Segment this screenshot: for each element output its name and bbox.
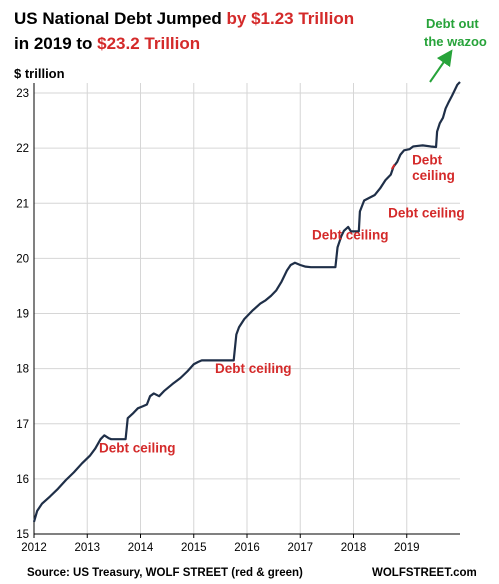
y-tick-label: 21 (16, 198, 29, 210)
y-tick-label: 15 (16, 529, 29, 541)
x-tick-label: 2014 (128, 542, 154, 554)
x-tick-label: 2016 (234, 542, 260, 554)
series-layer (32, 81, 461, 523)
x-tick-label: 2019 (394, 542, 420, 554)
debt-ceiling-annotation: Debt ceiling (99, 440, 176, 455)
brand-label: WOLFSTREET.com (372, 567, 477, 579)
debt-ceiling-annotation: Debt ceiling (215, 361, 292, 376)
source-note: Source: US Treasury, WOLF STREET (red & … (27, 567, 303, 579)
title-line-1-black: US National Debt Jumped (14, 9, 227, 28)
debt-ceiling-annotation: ceiling (412, 168, 455, 183)
green-arrow (429, 49, 453, 83)
debt-ceiling-annotation: Debt ceiling (312, 228, 389, 243)
y-tick-label: 19 (16, 309, 29, 321)
debt-series-line (32, 81, 461, 523)
green-note-line-2: the wazoo (424, 34, 487, 49)
axis-layer: 15 16 17 18 19 20 21 22 23 2012 2013 2014 2015 2016 20… (16, 83, 460, 554)
debt-ceiling-annotation: Debt (412, 153, 443, 168)
annotation-layer: Debt ceiling Debt ceiling Debt ceiling Debt… (99, 153, 465, 456)
x-tick-label: 2015 (181, 542, 207, 554)
y-tick-label: 22 (16, 143, 29, 155)
y-tick-label: 18 (16, 364, 29, 376)
green-note-line-1: Debt out (426, 16, 479, 31)
grid-layer (33, 83, 460, 535)
y-tick-label: 20 (16, 253, 29, 265)
chart-title-line-1: US National Debt Jumped by $1.23 Trillio… (14, 9, 354, 28)
y-axis-label: $ trillion (14, 66, 65, 81)
x-tick-label: 2018 (341, 542, 367, 554)
title-line-2-red: $23.2 Trillion (97, 34, 200, 53)
title-line-2-black: in 2019 to (14, 34, 97, 53)
debt-ceiling-annotation: Debt ceiling (388, 206, 465, 221)
x-tick-label: 2013 (74, 542, 100, 554)
x-tick-label: 2012 (21, 542, 47, 554)
red-pointer (390, 164, 396, 170)
y-tick-label: 16 (16, 474, 29, 486)
chart-title-line-2: in 2019 to $23.2 Trillion (14, 34, 200, 53)
title-line-1-red: by $1.23 Trillion (227, 9, 355, 28)
y-tick-label: 17 (16, 419, 29, 431)
y-tick-label: 23 (16, 88, 29, 100)
x-tick-label: 2017 (287, 542, 313, 554)
